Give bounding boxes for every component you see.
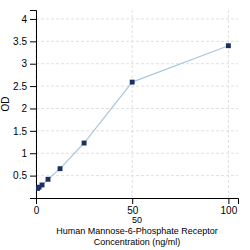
tick: 0 bbox=[34, 198, 40, 216]
tick-label: 0.5 bbox=[13, 170, 27, 181]
x-axis-title: 50Human Mannose-6-Phosphate ReceptorConc… bbox=[56, 215, 218, 247]
tick-mark bbox=[30, 19, 36, 20]
grid-line bbox=[36, 153, 238, 154]
tick: 50 bbox=[127, 198, 139, 216]
x-axis: 0 50 100 bbox=[34, 198, 239, 216]
axis-line bbox=[30, 11, 37, 199]
y-axis-title: OD bbox=[0, 97, 11, 112]
x-axis-title-line: Human Mannose-6-Phosphate Receptor bbox=[56, 226, 218, 236]
tick-label: 0 bbox=[34, 205, 40, 216]
tick-mark bbox=[30, 176, 36, 177]
axis-line bbox=[37, 199, 239, 205]
grid-line bbox=[228, 10, 229, 198]
chart: 0501000.511.522.533.5450Human Mannose-6-… bbox=[0, 0, 250, 250]
grid-line bbox=[36, 130, 238, 131]
tick: 100 bbox=[221, 198, 238, 216]
tick-mark bbox=[132, 198, 133, 204]
point bbox=[226, 43, 231, 48]
y-axis: 0.5 1 1.5 2 2.5 3 3.5 4 bbox=[13, 11, 36, 199]
tick-mark bbox=[30, 131, 36, 132]
tick-label: 3.5 bbox=[13, 36, 27, 47]
grid-line bbox=[36, 18, 238, 19]
grid-line bbox=[36, 41, 238, 42]
grid-line bbox=[132, 10, 133, 198]
tick-label: 2.5 bbox=[13, 81, 27, 92]
line bbox=[38, 46, 229, 189]
tick-label: 2 bbox=[21, 103, 27, 114]
tick: 2 bbox=[21, 103, 36, 114]
tick-mark bbox=[30, 153, 36, 154]
tick-label: 1 bbox=[21, 148, 27, 159]
point bbox=[40, 183, 45, 188]
tick: 3 bbox=[21, 58, 36, 69]
tick-label: 3 bbox=[21, 58, 27, 69]
tick-mark bbox=[30, 64, 36, 65]
tick-mark bbox=[30, 86, 36, 87]
x-axis-title-line: Concentration (ng/ml) bbox=[94, 237, 181, 247]
point bbox=[58, 166, 63, 171]
point bbox=[82, 141, 87, 146]
tick-label: 4 bbox=[21, 14, 27, 25]
grid-line bbox=[36, 63, 238, 64]
grid-line bbox=[36, 86, 238, 87]
grid-line bbox=[36, 108, 238, 109]
tick: 1.5 bbox=[13, 126, 36, 137]
tick: 1 bbox=[21, 148, 36, 159]
tick-label: 1.5 bbox=[13, 126, 27, 137]
tick-label: 100 bbox=[221, 205, 238, 216]
tick-mark bbox=[228, 198, 229, 204]
x-axis-title-line: 50 bbox=[132, 215, 142, 225]
marks bbox=[36, 43, 231, 191]
tick: 0.5 bbox=[13, 170, 36, 181]
tick-mark bbox=[30, 41, 36, 42]
tick: 2.5 bbox=[13, 81, 36, 92]
tick: 3.5 bbox=[13, 36, 36, 47]
grid bbox=[36, 10, 238, 198]
point bbox=[46, 177, 51, 182]
grid-line bbox=[36, 175, 238, 176]
point bbox=[130, 80, 135, 85]
plot: 0501000.511.522.533.5450Human Mannose-6-… bbox=[0, 10, 239, 247]
tick-mark bbox=[30, 108, 36, 109]
tick: 4 bbox=[21, 14, 36, 25]
